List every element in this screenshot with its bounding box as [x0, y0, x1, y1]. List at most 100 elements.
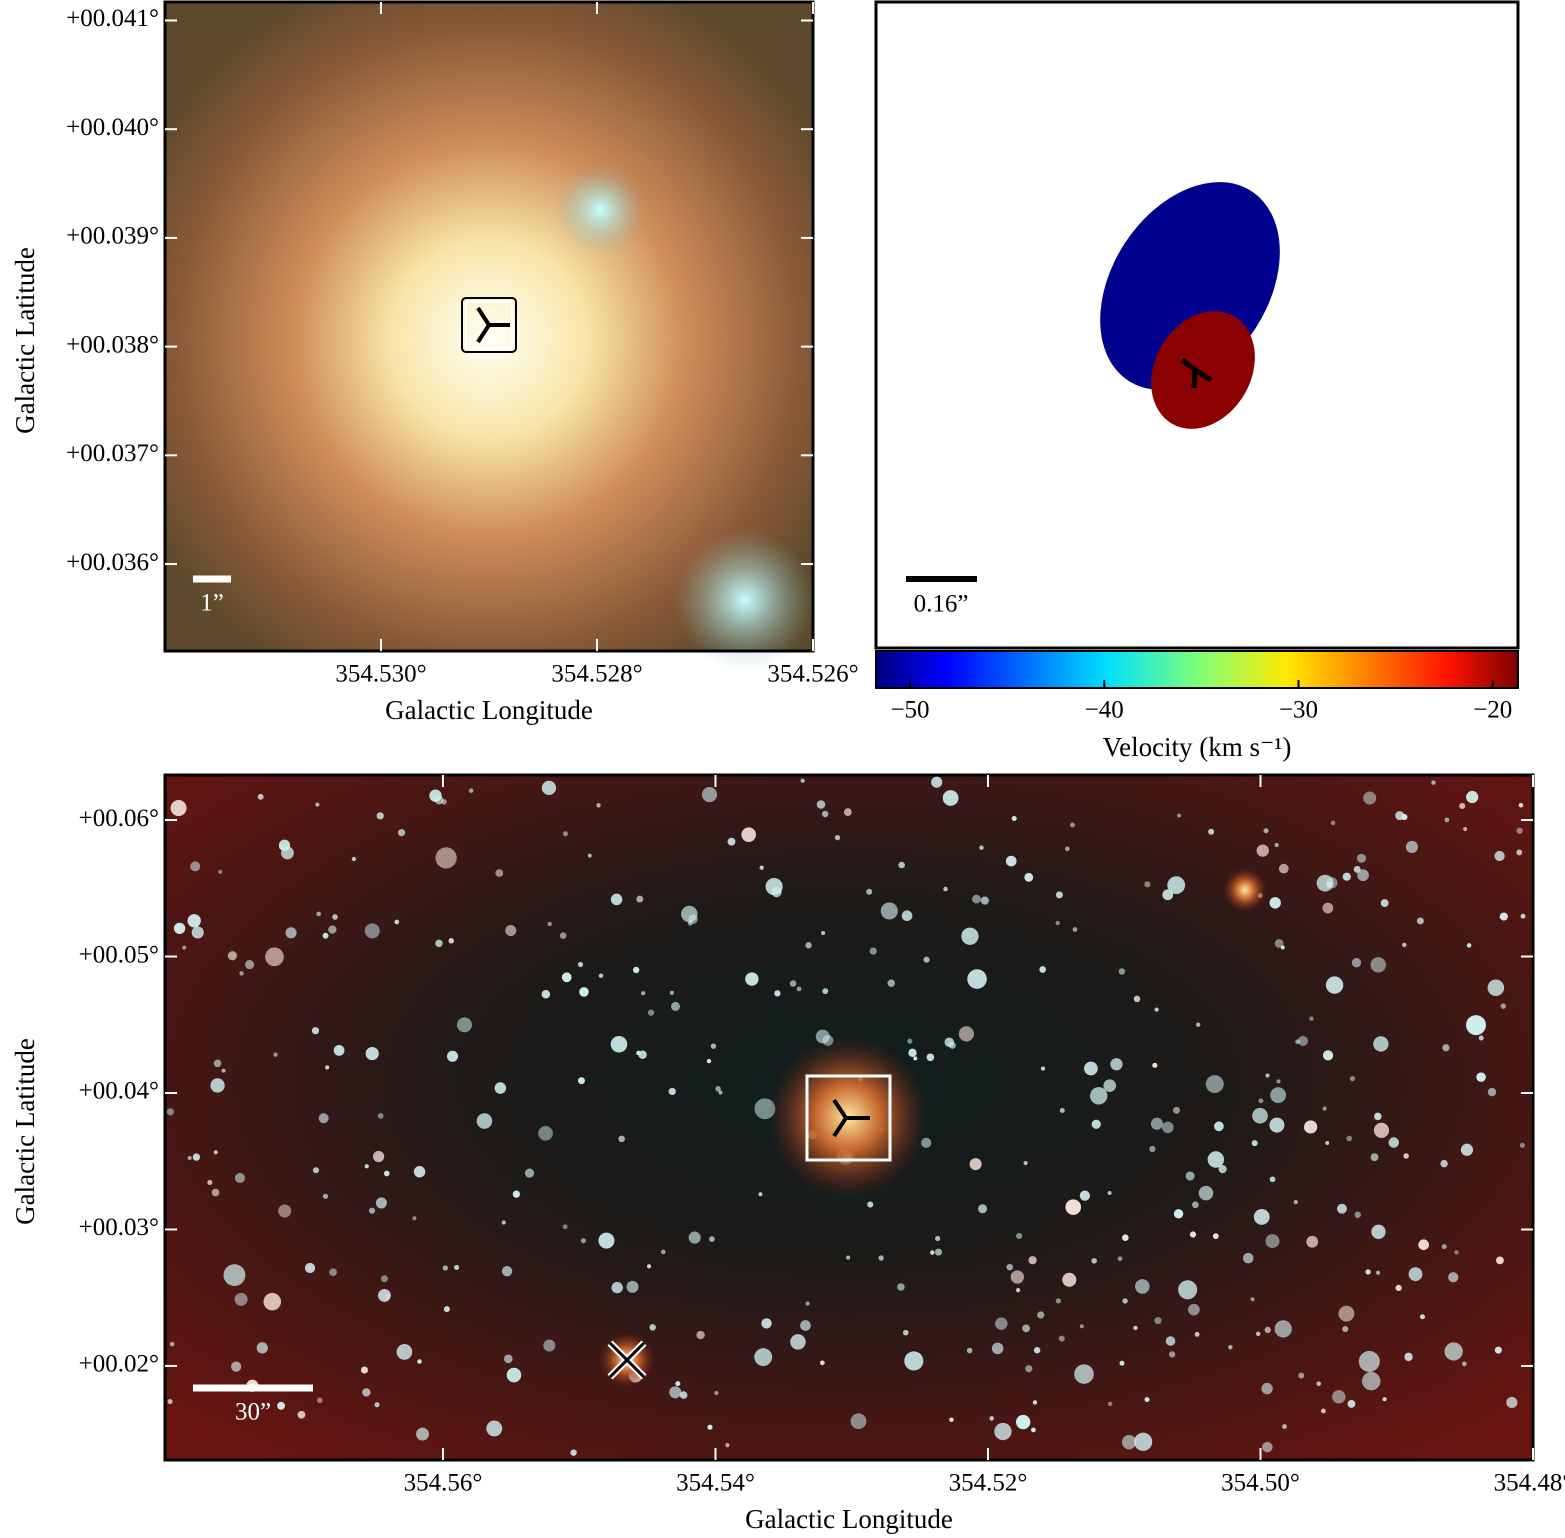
star: [649, 1324, 656, 1331]
colorbar: [875, 650, 1519, 689]
y-tick-label: +00.037°: [66, 440, 159, 467]
star: [1055, 920, 1060, 926]
star: [1346, 1135, 1353, 1142]
star: [718, 1090, 723, 1095]
star: [1405, 840, 1418, 853]
star: [1338, 1305, 1355, 1322]
panel-frame: [163, 773, 1535, 1462]
star: [1135, 1279, 1150, 1294]
x-tick-label: 354.52°: [949, 1470, 1028, 1497]
star: [1463, 826, 1468, 832]
star: [1500, 1003, 1507, 1009]
star: [1376, 1270, 1381, 1275]
star: [934, 1248, 943, 1256]
star: [1403, 1153, 1409, 1159]
star: [1006, 1263, 1014, 1271]
star: [505, 925, 517, 937]
star: [1349, 1075, 1356, 1082]
star: [1322, 1106, 1327, 1111]
star: [1059, 1107, 1065, 1114]
star: [1011, 815, 1017, 822]
star: [1189, 1231, 1197, 1238]
star: [1270, 1087, 1287, 1104]
scale-bar-label: 1”: [200, 590, 224, 617]
star: [715, 1086, 721, 1092]
star: [360, 1366, 369, 1374]
y-tick-label: +00.05°: [79, 941, 159, 968]
star: [1373, 1122, 1390, 1138]
star: [707, 1424, 713, 1430]
star: [278, 1204, 292, 1218]
star: [211, 1188, 220, 1197]
star: [312, 1167, 319, 1174]
star: [636, 1050, 641, 1056]
star: [800, 1320, 811, 1331]
star: [1274, 1320, 1292, 1338]
star: [1408, 1267, 1423, 1282]
star: [943, 886, 948, 892]
star: [1103, 1079, 1117, 1092]
marker-box: [805, 1074, 892, 1162]
star: [1070, 822, 1075, 828]
star: [1442, 1044, 1450, 1052]
y-tick-label: +00.04°: [79, 1078, 159, 1105]
y-tick-label: +00.041°: [66, 5, 159, 32]
star: [304, 1262, 316, 1274]
star: [1269, 1176, 1276, 1183]
star: [805, 942, 812, 949]
star: [311, 1027, 320, 1035]
star: [931, 776, 943, 788]
star: [790, 1334, 806, 1350]
star: [1269, 1117, 1285, 1133]
star: [1214, 1121, 1224, 1132]
blob: [675, 530, 815, 670]
star: [1005, 855, 1017, 867]
star: [1208, 828, 1215, 835]
star: [1370, 1153, 1379, 1162]
star: [329, 1268, 337, 1277]
star: [1370, 957, 1386, 973]
star: [1487, 1087, 1497, 1097]
star: [1256, 844, 1269, 857]
star: [413, 1166, 426, 1178]
y-tick-label: +00.040°: [66, 114, 159, 141]
star: [562, 831, 568, 837]
star: [221, 1068, 226, 1073]
star: [1395, 1284, 1402, 1292]
star: [374, 1402, 380, 1408]
star: [1015, 1414, 1031, 1430]
star: [495, 869, 504, 877]
star: [714, 1390, 719, 1396]
star: [980, 896, 989, 905]
star: [846, 1255, 851, 1260]
star: [1072, 927, 1078, 932]
star: [800, 778, 805, 783]
star: [907, 1038, 913, 1044]
marker: [1180, 358, 1213, 389]
star: [867, 1201, 874, 1208]
star: [1353, 865, 1361, 873]
star: [821, 931, 826, 936]
star: [1297, 1035, 1309, 1046]
star: [1150, 1117, 1163, 1130]
star: [754, 1348, 773, 1367]
star: [332, 914, 338, 920]
star: [1055, 1298, 1062, 1304]
star: [1506, 1396, 1518, 1409]
star: [1441, 1244, 1447, 1250]
star: [1280, 945, 1285, 950]
marker: [476, 306, 510, 344]
star: [1347, 1399, 1356, 1408]
star: [1325, 976, 1344, 994]
star: [365, 1046, 379, 1061]
star: [1031, 1427, 1036, 1433]
star: [1444, 1342, 1463, 1361]
source-ellipse: [1151, 311, 1255, 429]
star: [1342, 872, 1351, 881]
star: [512, 1190, 520, 1198]
star: [1118, 968, 1126, 975]
star: [1033, 1347, 1041, 1354]
star: [897, 1283, 905, 1291]
star: [1188, 1303, 1200, 1316]
